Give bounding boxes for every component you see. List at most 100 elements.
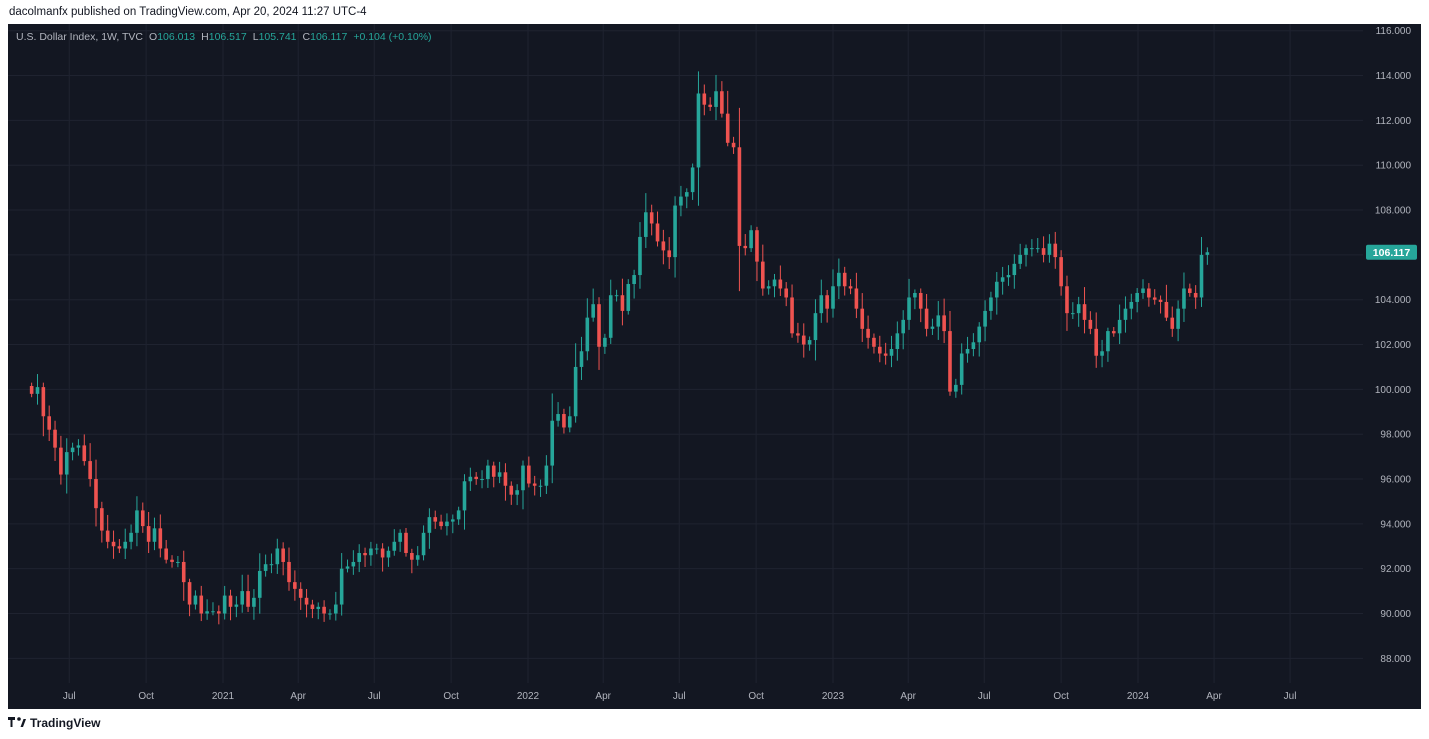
candle-body	[626, 284, 631, 311]
x-tick-label: Apr	[595, 691, 611, 702]
candle-body	[111, 541, 116, 547]
legend-low-value: 105.741	[258, 31, 297, 43]
candle-body	[538, 485, 543, 487]
candle-body	[64, 452, 69, 475]
candle-body	[901, 319, 905, 334]
y-tick-label: 104.000	[1375, 295, 1412, 306]
candle-body	[480, 479, 484, 481]
candle-body	[743, 245, 748, 249]
candle-body	[837, 272, 841, 287]
candle-body	[1071, 313, 1075, 315]
y-tick-label: 98.000	[1380, 430, 1411, 441]
x-tick-label: Apr	[1206, 691, 1222, 702]
candle-body	[345, 566, 350, 569]
tradingview-logo[interactable]: TradingView	[8, 716, 100, 730]
candle-body	[1117, 319, 1122, 334]
candle-body	[146, 526, 151, 542]
candle-body	[117, 546, 122, 549]
candle-body	[497, 472, 502, 477]
legend-open-value: 106.013	[157, 31, 196, 43]
tradingview-wordmark: TradingView	[30, 716, 101, 730]
candle-body	[819, 295, 824, 314]
candle-body	[1076, 304, 1081, 314]
candle-body	[380, 548, 385, 558]
candle-body	[1147, 288, 1151, 298]
candle-body	[573, 366, 578, 417]
candle-body	[807, 340, 812, 345]
top-bar: dacolmanfx published on TradingView.com,…	[0, 0, 1429, 24]
publisher-text: dacolmanfx published on TradingView.com,…	[9, 6, 367, 18]
x-tick-label: 2021	[212, 691, 235, 702]
candle-body	[47, 416, 51, 430]
chart-legend: U.S. Dollar Index, 1W, TVC O 106.013 H 106…	[16, 31, 432, 43]
y-tick-label: 96.000	[1380, 475, 1411, 486]
x-tick-label: Oct	[443, 691, 459, 702]
candle-body	[1164, 301, 1169, 318]
candle-body	[351, 561, 356, 567]
candle-body	[486, 465, 490, 480]
x-tick-label: Jul	[368, 691, 381, 702]
candle-body	[1170, 317, 1175, 329]
chart-grid	[8, 24, 1363, 683]
candle-body	[76, 445, 81, 448]
candle-body	[977, 326, 982, 343]
candle-body	[585, 317, 590, 352]
candle-body	[544, 465, 549, 486]
candle-body	[655, 223, 660, 242]
last-price-badge	[1366, 244, 1417, 260]
candle-body	[1106, 331, 1110, 352]
candle-body	[462, 481, 467, 511]
candle-body	[1030, 248, 1034, 250]
x-tick-label: Jul	[978, 691, 991, 702]
candle-body	[140, 510, 145, 527]
candle-body	[503, 472, 508, 486]
candle-body	[199, 595, 204, 614]
legend-high-label: H	[201, 31, 209, 43]
candle-body	[105, 530, 110, 542]
candle-body	[1059, 257, 1063, 287]
candle-body	[158, 528, 163, 549]
candle-body	[316, 606, 321, 610]
legend-close-label: C	[302, 31, 311, 43]
candle-body	[410, 552, 414, 560]
candle-body	[509, 485, 514, 495]
candle-body	[1188, 288, 1192, 293]
candle-body	[714, 91, 718, 107]
candle-body	[1111, 331, 1116, 334]
candle-body	[579, 351, 584, 367]
candle-body	[322, 606, 326, 614]
candle-body	[661, 241, 666, 251]
candle-body	[445, 521, 449, 527]
candle-body	[667, 250, 672, 258]
candle-body	[135, 510, 139, 533]
candle-body	[164, 548, 168, 560]
x-tick-label: Oct	[1053, 691, 1069, 702]
candle-body	[608, 295, 613, 338]
candle-body	[708, 104, 712, 107]
candle-body	[948, 331, 952, 392]
legend-low-label: L	[252, 31, 259, 43]
candle-body	[983, 310, 987, 327]
candle-body	[310, 604, 315, 610]
last-price-label: 106.117	[1373, 247, 1411, 259]
candle-body	[1193, 292, 1198, 298]
candle-body	[603, 337, 607, 347]
candle-body	[954, 384, 958, 392]
candle-body	[761, 261, 765, 289]
y-tick-label: 110.000	[1376, 161, 1412, 172]
candle-body	[866, 328, 870, 338]
candle-body	[287, 561, 291, 583]
candle-body	[1135, 292, 1139, 302]
candle-body	[456, 510, 461, 520]
candle-body	[737, 147, 742, 246]
candle-body	[924, 308, 929, 329]
candle-body	[854, 288, 859, 309]
candle-body	[1012, 263, 1017, 276]
y-tick-label: 102.000	[1375, 340, 1412, 351]
candle-body	[801, 335, 806, 345]
candle-body	[936, 315, 941, 327]
candle-body	[474, 476, 478, 480]
candle-body	[1123, 308, 1128, 320]
candle-body	[181, 561, 186, 583]
